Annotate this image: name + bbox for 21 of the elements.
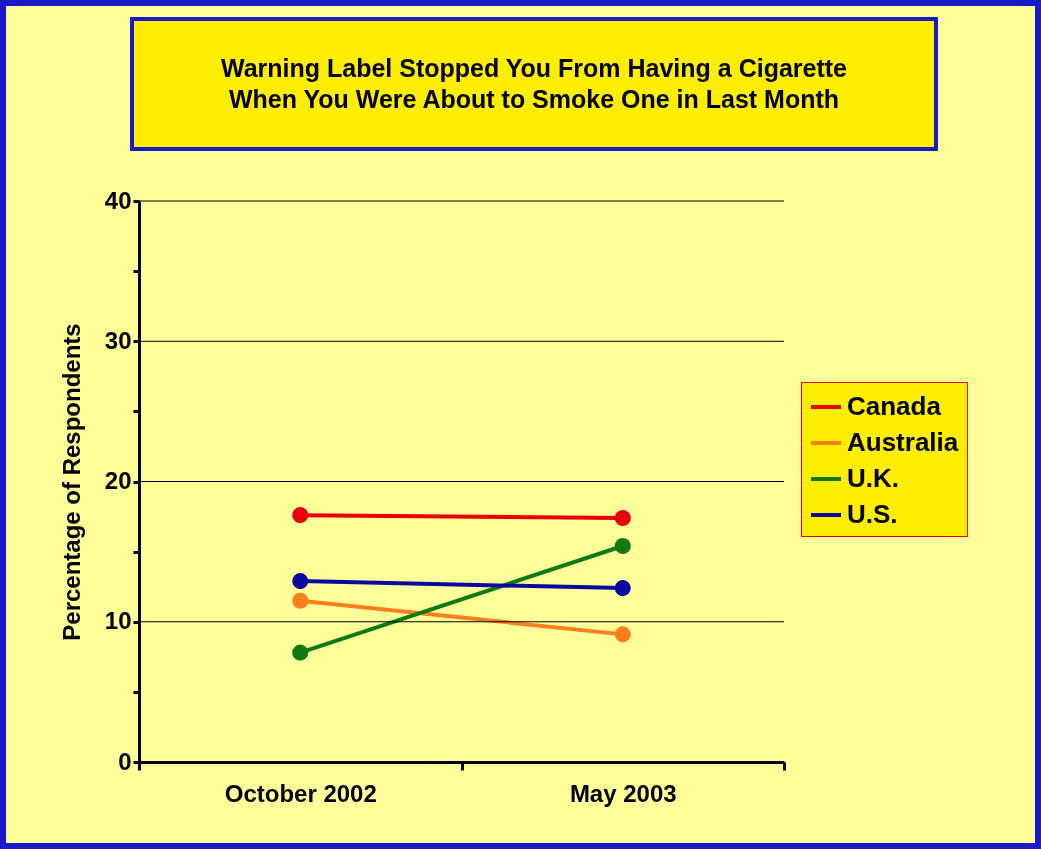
point — [292, 644, 309, 661]
legend-label: U.S. — [847, 499, 898, 529]
x-tick-label: May 2003 — [569, 779, 677, 807]
y-tick-label: 40 — [104, 186, 132, 214]
point — [614, 626, 631, 643]
legend-label: Canada — [847, 391, 942, 421]
legend-label: Australia — [847, 427, 959, 457]
point — [292, 573, 309, 590]
legend-label: U.K. — [847, 463, 899, 493]
point — [292, 592, 309, 609]
y-axis-title: Percentage of Respondents — [57, 323, 85, 641]
point — [614, 509, 631, 527]
y-tick-label: 20 — [104, 467, 132, 494]
y-tick-label: 10 — [104, 607, 132, 635]
chart-title: Warning Label Stopped You From Having a Cigarette When You Were About to Smoke One in Last Month — [130, 17, 938, 151]
x-tick-label: October 2002 — [224, 779, 377, 807]
point — [614, 537, 631, 555]
y-tick-label: 30 — [104, 326, 132, 354]
point — [614, 580, 631, 597]
point — [292, 507, 309, 524]
y-tick-label: 0 — [118, 747, 132, 775]
